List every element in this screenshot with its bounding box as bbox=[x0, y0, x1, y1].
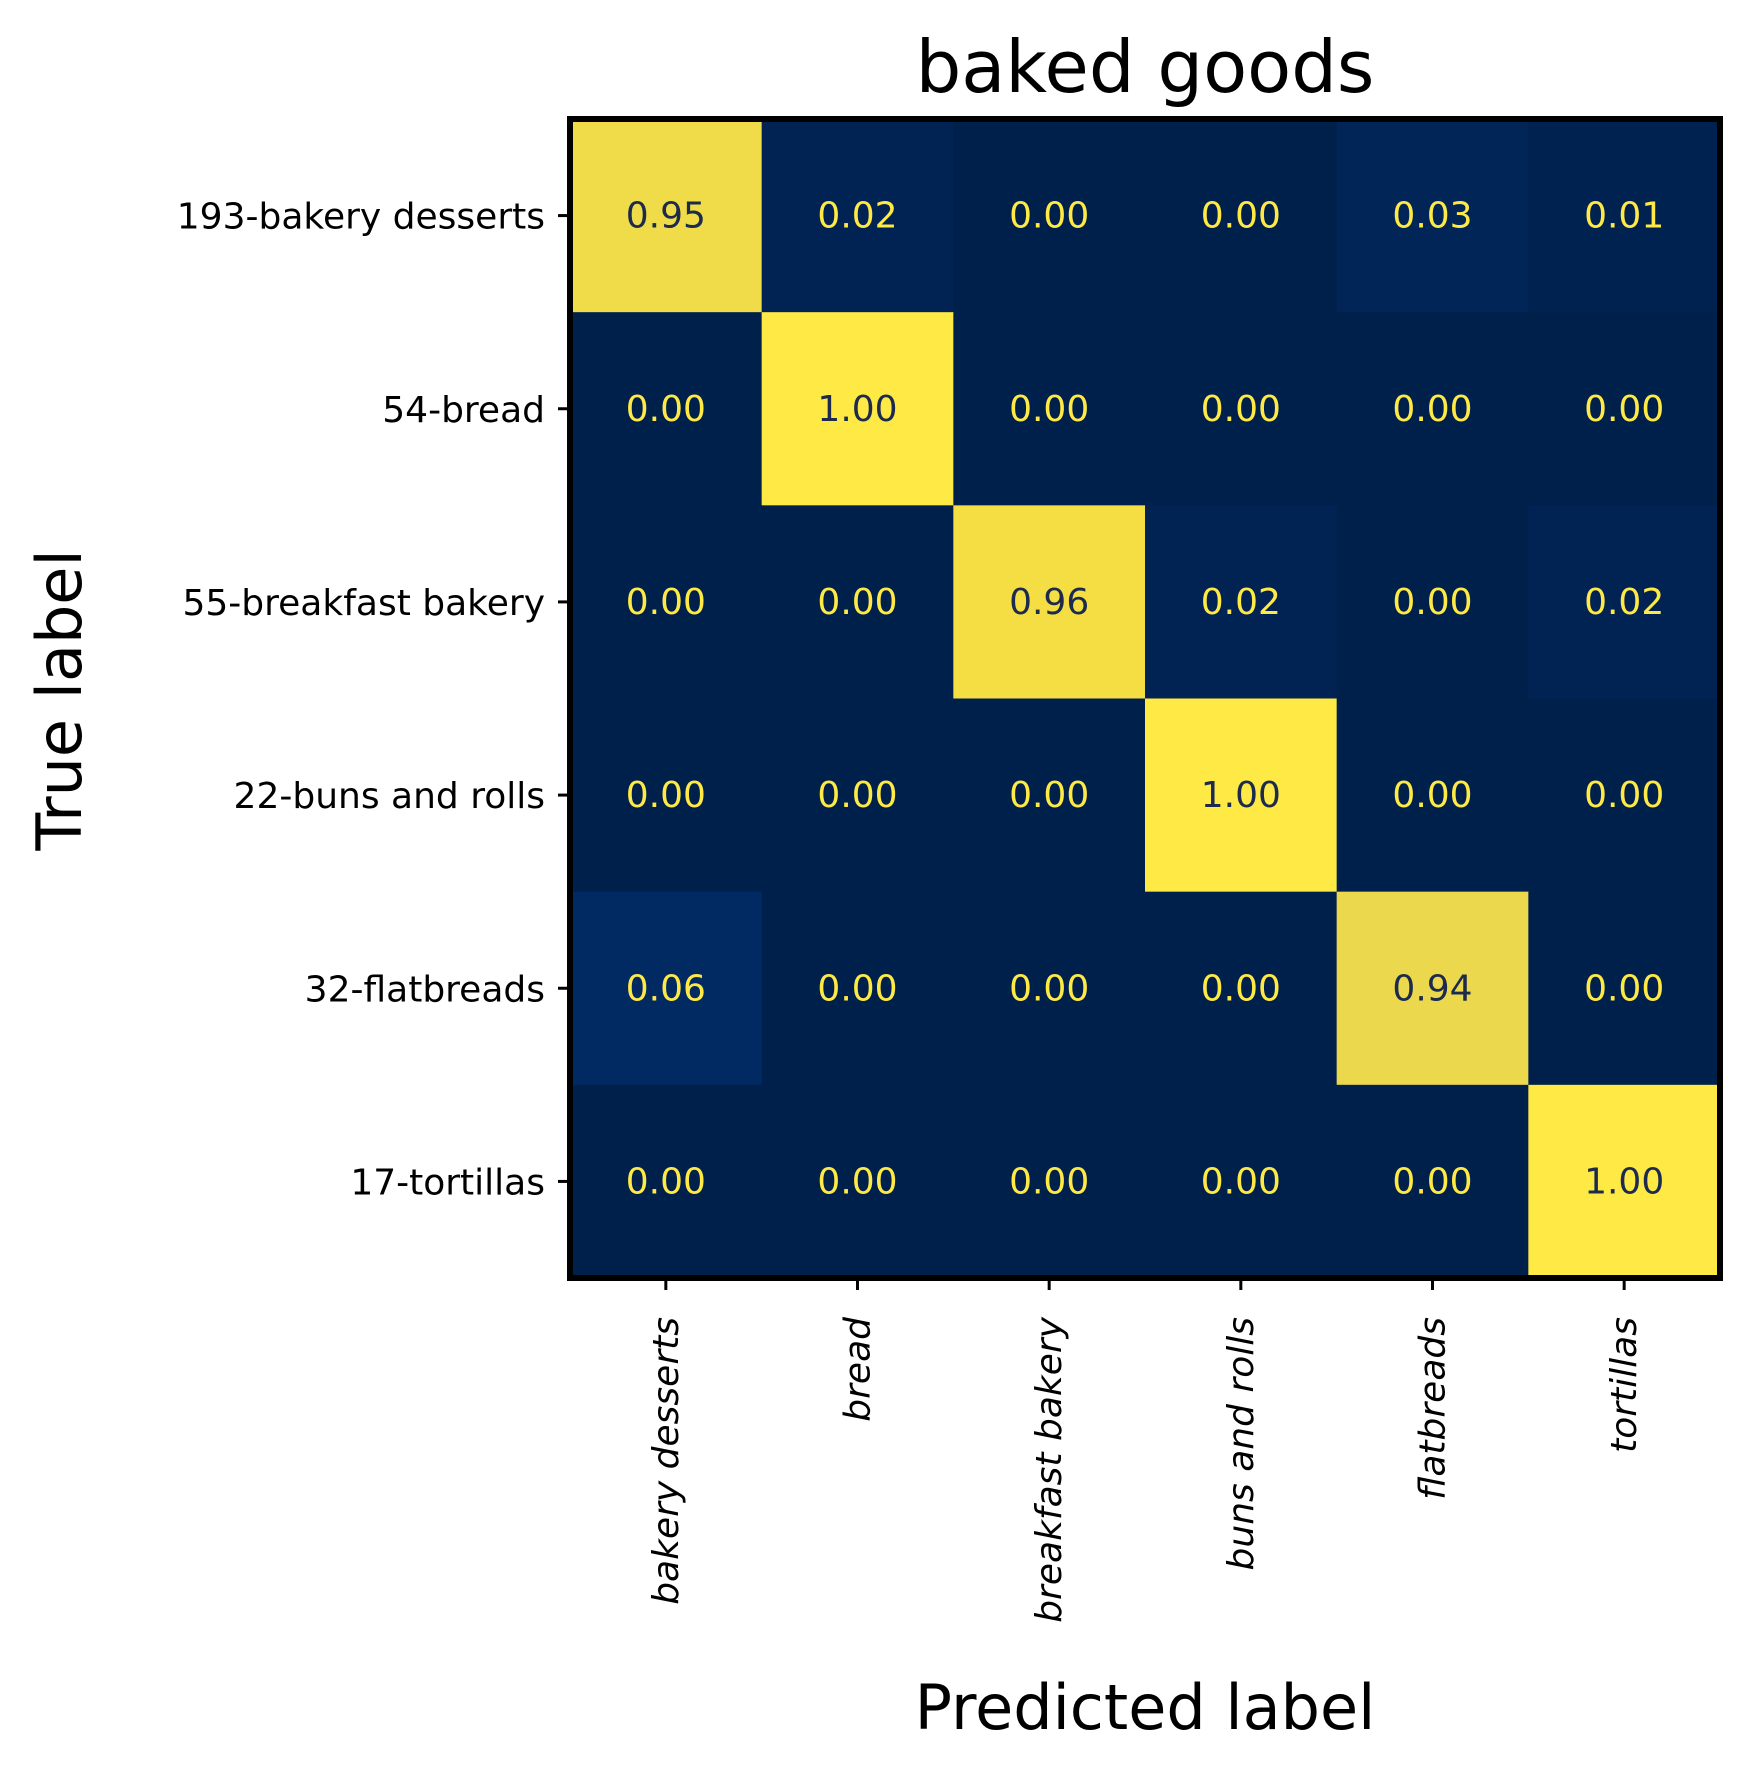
cell-value-label: 0.00 bbox=[1201, 389, 1281, 430]
cell-value-label: 0.00 bbox=[626, 775, 706, 816]
cell-value-labels: 0.95 0.02 0.00 0.00 0.03 0.01 0.00 1.00 0.00 0.00… bbox=[626, 196, 1664, 1203]
cell-value-label: 0.00 bbox=[1392, 775, 1472, 816]
heatmap-cell bbox=[953, 505, 1146, 699]
heatmap-cell bbox=[1336, 698, 1529, 893]
y-tick-label: 55-breakfast bakery bbox=[183, 583, 546, 624]
cell-value-label: 1.00 bbox=[1201, 775, 1281, 816]
heatmap-cell bbox=[1336, 891, 1529, 1086]
heatmap-cell bbox=[761, 1084, 954, 1279]
heatmap-cell bbox=[1145, 698, 1338, 893]
heatmap-cell bbox=[761, 891, 954, 1086]
cell-value-label: 0.00 bbox=[1009, 196, 1089, 237]
cell-value-label: 0.00 bbox=[1584, 968, 1664, 1009]
x-axis-ticks: bakery desserts bread breakfast bakery buns… bbox=[646, 1278, 1645, 1623]
cell-value-label: 0.06 bbox=[626, 968, 706, 1009]
heatmap-cells bbox=[570, 119, 1721, 1279]
heatmap-cell bbox=[570, 1084, 763, 1279]
y-tick-label: 193-bakery desserts bbox=[177, 197, 545, 238]
cell-value-label: 0.00 bbox=[1009, 775, 1089, 816]
heatmap-cell bbox=[953, 119, 1146, 313]
heatmap-cell bbox=[761, 119, 954, 313]
x-tick-label: bakery desserts bbox=[646, 1317, 687, 1605]
heatmap-cell bbox=[1528, 698, 1721, 893]
x-tick-label: bread bbox=[838, 1316, 879, 1422]
heatmap-cell bbox=[1528, 1084, 1721, 1279]
heatmap-cell bbox=[761, 312, 954, 506]
heatmap-cell bbox=[1528, 312, 1721, 506]
heatmap-cell bbox=[570, 312, 763, 506]
cell-value-label: 0.96 bbox=[1009, 582, 1089, 623]
cell-value-label: 0.94 bbox=[1392, 968, 1472, 1009]
x-tick-label: buns and rolls bbox=[1221, 1317, 1262, 1570]
cell-value-label: 0.00 bbox=[1392, 389, 1472, 430]
cell-value-label: 0.00 bbox=[1584, 775, 1664, 816]
cell-value-label: 0.00 bbox=[817, 968, 897, 1009]
cell-value-label: 1.00 bbox=[1584, 1161, 1664, 1202]
y-axis-ticks: 193-bakery desserts 54-bread 55-breakfast … bbox=[177, 197, 570, 1203]
cell-value-label: 0.00 bbox=[1009, 1161, 1089, 1202]
cell-value-label: 1.00 bbox=[817, 389, 897, 430]
heatmap-cell bbox=[761, 698, 954, 893]
cell-value-label: 0.00 bbox=[1392, 582, 1472, 623]
cell-value-label: 0.00 bbox=[1009, 389, 1089, 430]
y-tick-label: 32-flatbreads bbox=[305, 969, 545, 1010]
y-tick-label: 54-bread bbox=[382, 390, 545, 431]
cell-value-label: 0.00 bbox=[817, 582, 897, 623]
plot-frame bbox=[567, 116, 1723, 1281]
y-tick-label: 17-tortillas bbox=[350, 1162, 545, 1203]
heatmap-cell bbox=[570, 698, 763, 893]
cell-value-label: 0.00 bbox=[1201, 1161, 1281, 1202]
cell-value-label: 0.02 bbox=[1584, 582, 1664, 623]
heatmap-cell bbox=[1336, 119, 1529, 313]
cell-value-label: 0.02 bbox=[817, 196, 897, 237]
cell-value-label: 0.00 bbox=[817, 775, 897, 816]
heatmap-cell bbox=[953, 891, 1146, 1086]
heatmap-cell bbox=[1145, 891, 1338, 1086]
cell-value-label: 0.00 bbox=[1392, 1161, 1472, 1202]
x-tick-label: tortillas bbox=[1604, 1317, 1645, 1453]
heatmap-cell bbox=[761, 505, 954, 699]
heatmap-cell bbox=[953, 1084, 1146, 1279]
heatmap-cell bbox=[1336, 312, 1529, 506]
heatmap-cell bbox=[1336, 1084, 1529, 1279]
cell-value-label: 0.95 bbox=[626, 196, 706, 237]
cell-value-label: 0.00 bbox=[1009, 968, 1089, 1009]
chart-title: baked goods bbox=[916, 25, 1375, 109]
cell-value-label: 0.01 bbox=[1584, 196, 1664, 237]
heatmap-cell bbox=[953, 698, 1146, 893]
cell-value-label: 0.00 bbox=[1201, 196, 1281, 237]
heatmap-cell bbox=[1145, 119, 1338, 313]
heatmap-cell bbox=[1528, 891, 1721, 1086]
cell-value-label: 0.03 bbox=[1392, 196, 1472, 237]
heatmap-cell bbox=[1145, 312, 1338, 506]
x-axis-title: Predicted label bbox=[915, 1671, 1376, 1744]
heatmap-cell bbox=[570, 891, 763, 1086]
y-tick-label: 22-buns and rolls bbox=[234, 776, 545, 817]
heatmap-cell bbox=[953, 312, 1146, 506]
x-tick-label: flatbreads bbox=[1413, 1317, 1454, 1500]
heatmap-cell bbox=[1145, 1084, 1338, 1279]
cell-value-label: 0.00 bbox=[626, 389, 706, 430]
heatmap-cell bbox=[1528, 505, 1721, 699]
heatmap-cell bbox=[1336, 505, 1529, 699]
cell-value-label: 0.00 bbox=[626, 582, 706, 623]
heatmap-cell bbox=[570, 119, 763, 313]
cell-value-label: 0.00 bbox=[817, 1161, 897, 1202]
x-tick-label: breakfast bakery bbox=[1029, 1316, 1070, 1622]
heatmap-cell bbox=[570, 505, 763, 699]
heatmap-cell bbox=[1145, 505, 1338, 699]
cell-value-label: 0.00 bbox=[626, 1161, 706, 1202]
y-axis-title: True label bbox=[23, 549, 96, 851]
heatmap-cell bbox=[1528, 119, 1721, 313]
cell-value-label: 0.02 bbox=[1201, 582, 1281, 623]
cell-value-label: 0.00 bbox=[1584, 389, 1664, 430]
cell-value-label: 0.00 bbox=[1201, 968, 1281, 1009]
